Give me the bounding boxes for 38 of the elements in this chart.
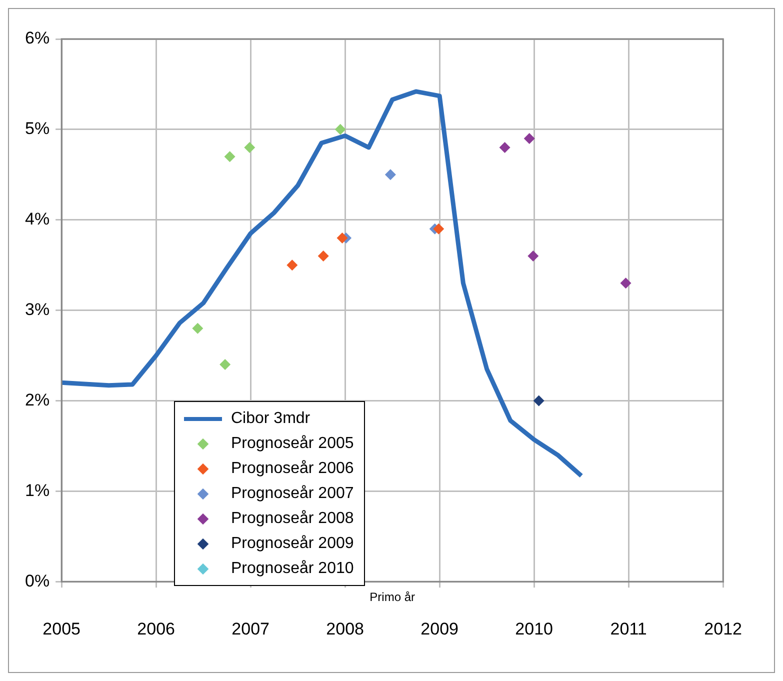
point: [244, 142, 256, 154]
point: [524, 132, 535, 144]
point: [286, 260, 298, 271]
point: [318, 250, 329, 262]
legend-label: Prognoseår 2005: [231, 434, 354, 452]
point: [192, 322, 204, 334]
point: [334, 124, 346, 135]
point: [336, 232, 348, 244]
point: [533, 395, 544, 406]
legend-label: Prognoseår 2007: [231, 484, 354, 502]
legend-label: Prognoseår 2008: [231, 510, 354, 528]
x-tick-label: 2011: [610, 619, 647, 638]
point: [499, 142, 510, 154]
y-tick-label: 5%: [24, 119, 50, 138]
point: [224, 151, 236, 162]
x-axis-title: Primo år: [370, 590, 415, 604]
x-tick-label: 2009: [420, 619, 458, 638]
x-tick-label: 2006: [137, 619, 175, 638]
point: [620, 278, 632, 289]
point: [384, 169, 396, 180]
y-tick-label: 1%: [24, 480, 50, 500]
y-tick-label: 0%: [24, 571, 50, 590]
x-tick-label: 2008: [326, 619, 364, 638]
y-tick-label: 2%: [24, 390, 50, 410]
x-tick-label: 2007: [232, 619, 270, 638]
point: [528, 250, 539, 262]
x-tick-label: 2010: [515, 619, 553, 638]
legend-label: Prognoseår 2010: [231, 560, 354, 578]
y-tick-label: 3%: [24, 300, 50, 319]
legend-label: Cibor 3mdr: [231, 410, 310, 428]
x-tick-label: 2005: [42, 619, 80, 638]
point: [220, 359, 231, 370]
y-tick-label: 6%: [24, 28, 50, 48]
legend-label: Prognoseår 2009: [231, 534, 354, 552]
y-tick-label: 4%: [24, 210, 50, 229]
x-tick-label: 2012: [704, 619, 742, 638]
point: [433, 223, 444, 234]
legend-label: Prognoseår 2006: [231, 460, 354, 478]
